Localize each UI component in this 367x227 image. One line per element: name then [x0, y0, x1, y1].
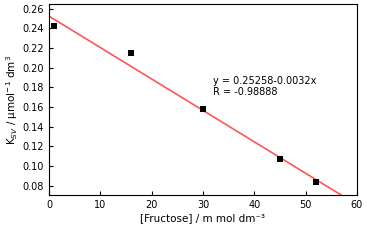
Text: y = 0.25258-0.0032x
R = -0.98888: y = 0.25258-0.0032x R = -0.98888 [213, 76, 317, 97]
Y-axis label: K$_{SV}$ / μmol$^{-1}$ dm$^{3}$: K$_{SV}$ / μmol$^{-1}$ dm$^{3}$ [4, 55, 20, 145]
Point [51, 25, 57, 28]
Point [277, 157, 283, 161]
X-axis label: [Fructose] / m mol dm⁻³: [Fructose] / m mol dm⁻³ [141, 213, 265, 223]
Point [313, 180, 319, 184]
Point [128, 51, 134, 55]
Point [200, 107, 206, 111]
